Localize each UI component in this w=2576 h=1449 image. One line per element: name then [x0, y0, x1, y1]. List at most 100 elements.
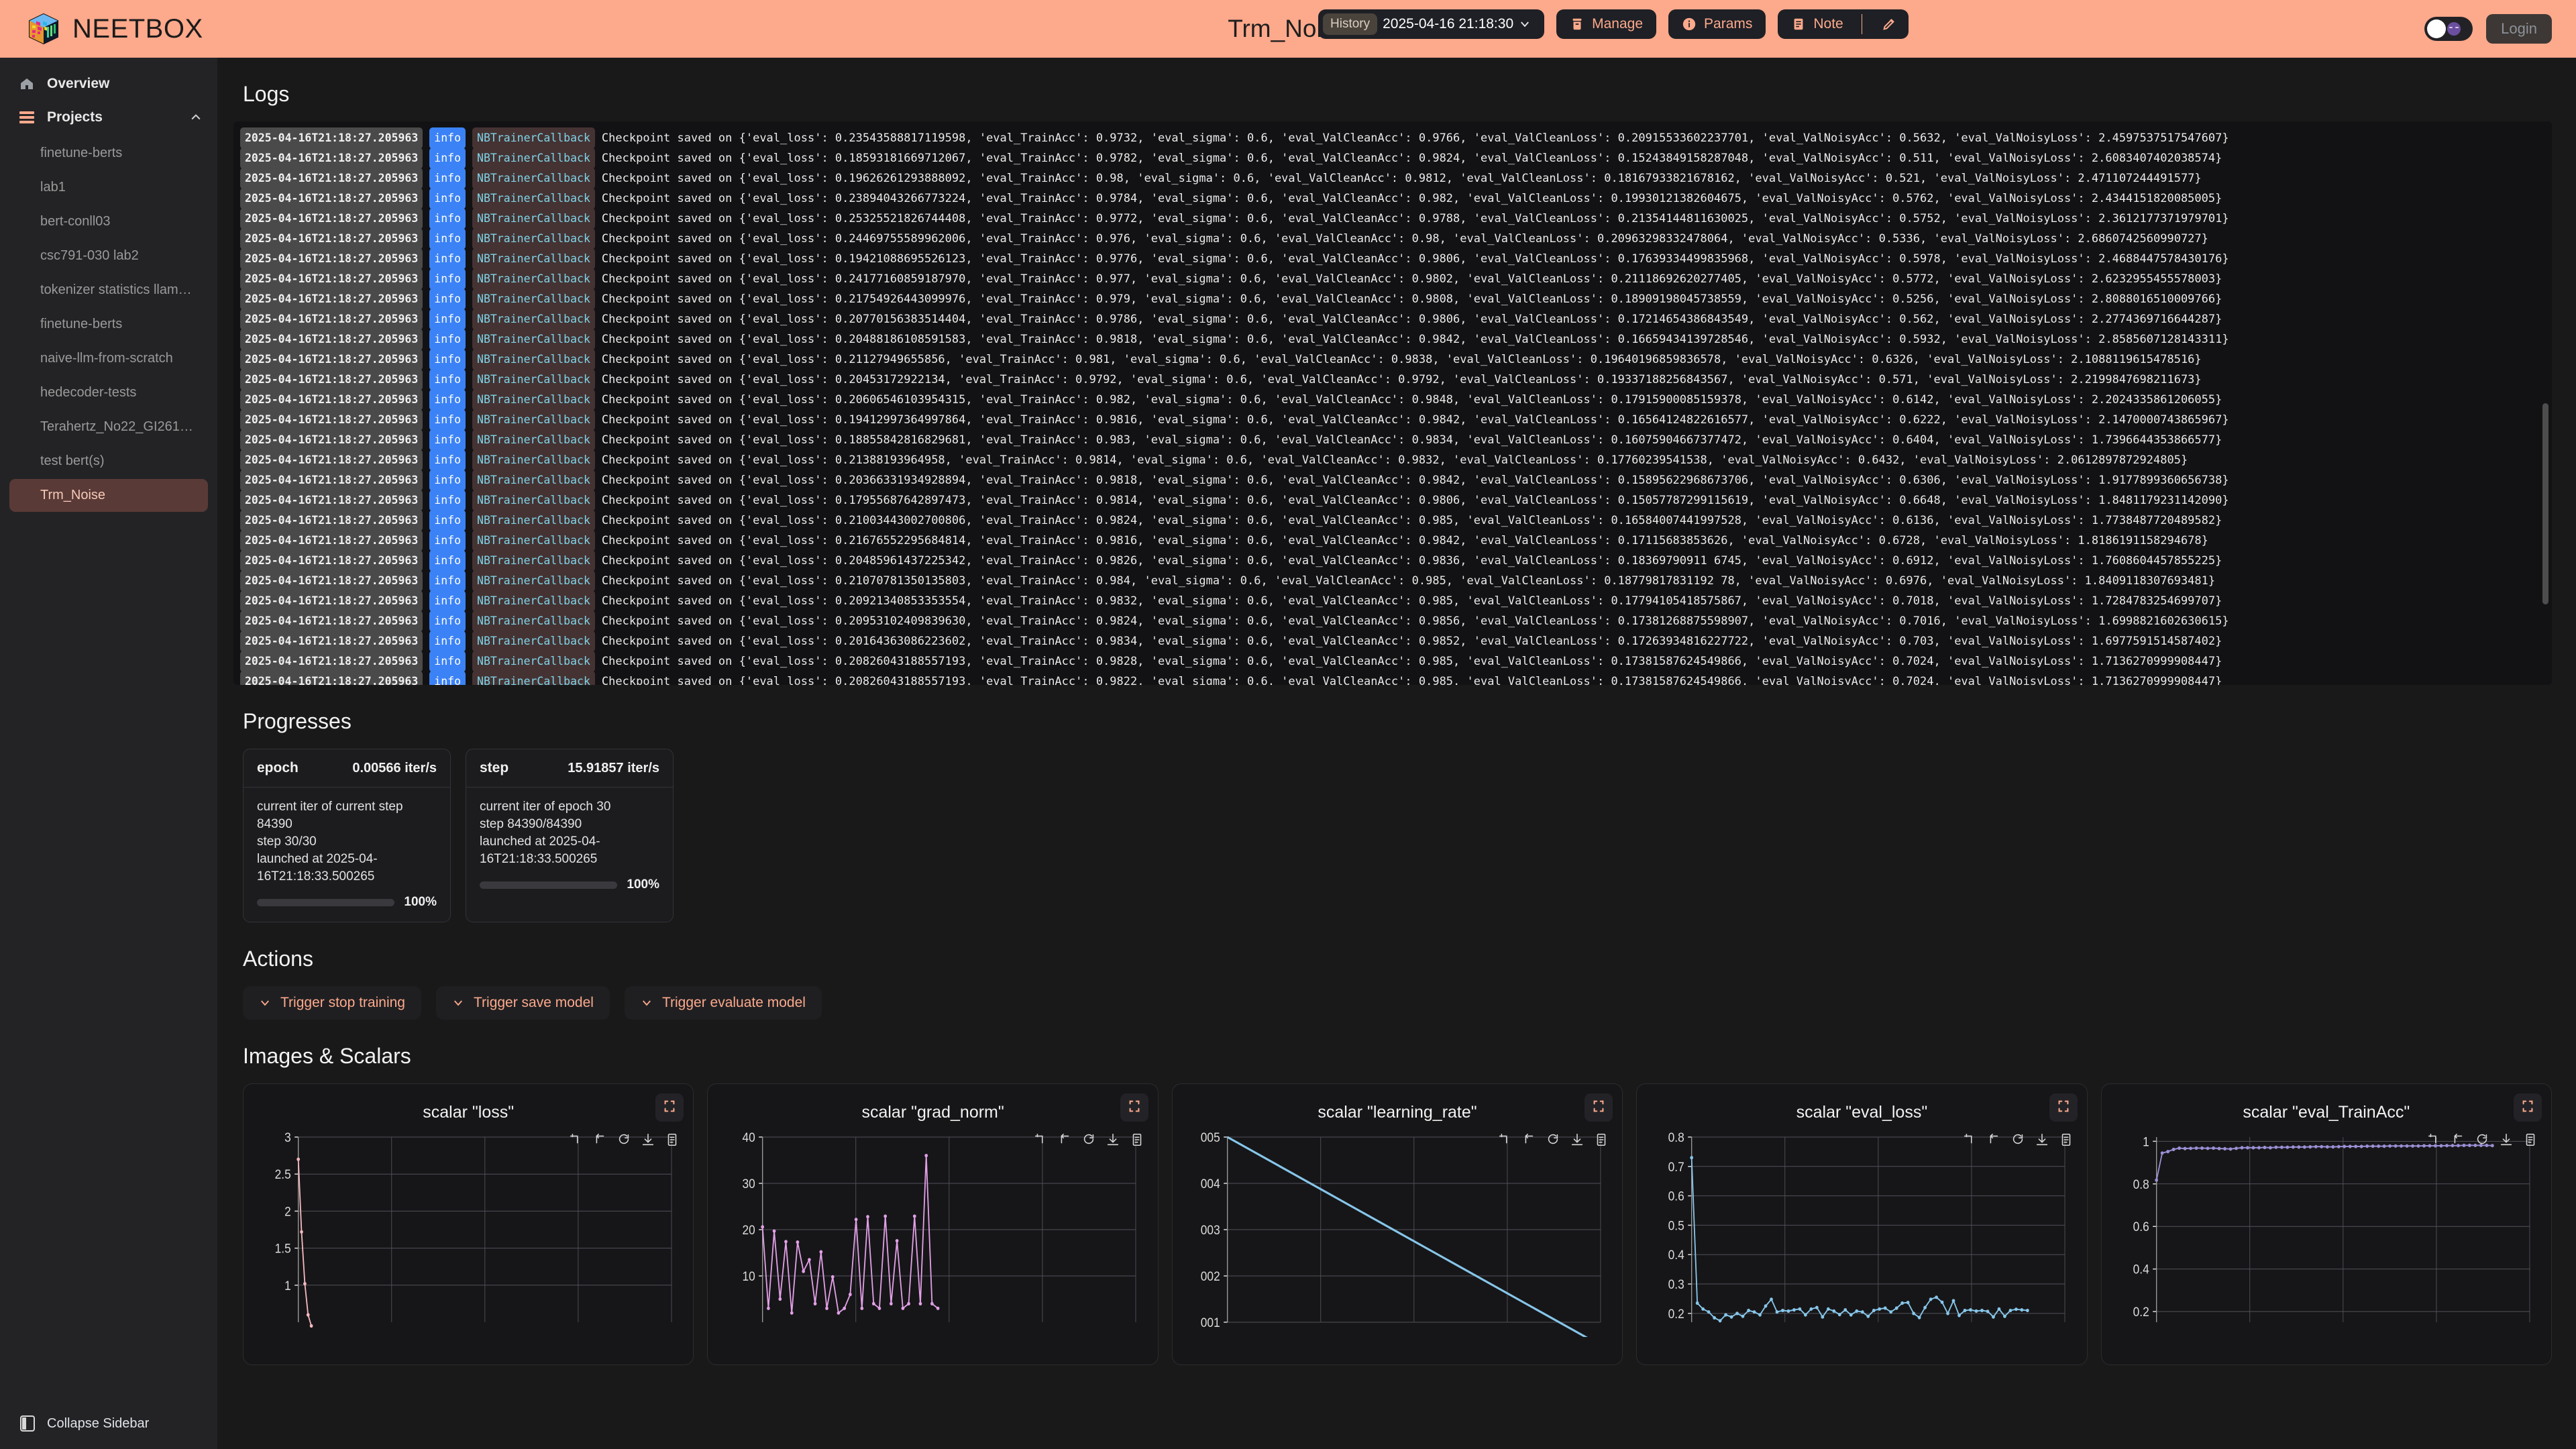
expand-chart-button[interactable] [655, 1093, 684, 1122]
download-icon[interactable] [2499, 1132, 2514, 1147]
svg-text:0.3: 0.3 [1668, 1277, 1684, 1291]
progress-percent: 100% [404, 895, 437, 909]
svg-text:0.4: 0.4 [2133, 1263, 2149, 1277]
document-icon[interactable] [2059, 1132, 2074, 1147]
history-label: History [1323, 13, 1378, 35]
log-source-tag: NBTrainerCallback [472, 127, 595, 149]
sidebar-project-item[interactable]: tokenizer statistics llama... [40, 282, 197, 297]
download-icon[interactable] [1570, 1132, 1585, 1147]
document-icon[interactable] [665, 1132, 680, 1147]
sidebar-project-item[interactable]: Terahertz_No22_GI261_gl... [40, 419, 208, 434]
theme-toggle[interactable] [2424, 17, 2473, 41]
header-controls: History 2025-04-16 21:18:30 Manage Param… [1318, 9, 1909, 39]
note-edit-button[interactable] [1870, 17, 1909, 32]
refresh-icon[interactable] [2010, 1132, 2025, 1147]
refresh-icon[interactable] [616, 1132, 631, 1147]
chart-plot[interactable]: 40 30 20 10 [718, 1129, 1146, 1337]
svg-text:004: 004 [1201, 1177, 1220, 1191]
crop-icon[interactable] [1033, 1132, 1048, 1147]
log-message: Checkpoint saved on {'eval_loss': 0.2167… [601, 534, 2208, 547]
sidebar-project-item[interactable]: finetune-berts [40, 317, 123, 331]
undo-icon[interactable] [1986, 1132, 2001, 1147]
svg-text:0.2: 0.2 [1668, 1307, 1684, 1321]
sidebar-item-projects[interactable]: Projects [0, 101, 217, 134]
action-button[interactable]: Trigger stop training [243, 986, 421, 1020]
log-source-tag: NBTrainerCallback [472, 288, 595, 310]
undo-icon[interactable] [1521, 1132, 1536, 1147]
manage-button[interactable]: Manage [1556, 9, 1657, 39]
download-icon[interactable] [641, 1132, 655, 1147]
progress-detail-line: launched at 2025-04-16T21:18:33.500265 [480, 835, 600, 866]
sidebar-project-item-active[interactable]: Trm_Noise [9, 479, 208, 512]
action-button[interactable]: Trigger save model [435, 986, 610, 1020]
log-line: 2025-04-16T21:18:27.205963 info NBTrainerC… [233, 188, 2552, 209]
progress-detail: current iter of current step 84390 step 3… [257, 798, 437, 885]
undo-icon[interactable] [1057, 1132, 1072, 1147]
svg-text:0.2: 0.2 [2133, 1305, 2149, 1319]
log-timestamp: 2025-04-16T21:18:27.205963 [240, 389, 423, 411]
log-line: 2025-04-16T21:18:27.205963 info NBTrainerC… [233, 309, 2552, 330]
manage-label: Manage [1592, 16, 1644, 32]
sidebar-project-item[interactable]: bert-conll03 [40, 214, 111, 229]
log-timestamp: 2025-04-16T21:18:27.205963 [240, 127, 423, 149]
sidebar-project-item[interactable]: hedecoder-tests [40, 385, 137, 400]
sidebar-project-item[interactable]: finetune-berts [40, 146, 123, 160]
note-button[interactable]: Note [1778, 9, 1909, 39]
expand-chart-button[interactable] [1585, 1093, 1613, 1122]
log-line: 2025-04-16T21:18:27.205963 info NBTrainerC… [233, 671, 2552, 685]
expand-chart-button[interactable] [2514, 1093, 2542, 1122]
crop-icon[interactable] [568, 1132, 583, 1147]
log-line: 2025-04-16T21:18:27.205963 info NBTrainerC… [233, 168, 2552, 189]
expand-chart-button[interactable] [2049, 1093, 2078, 1122]
log-message: Checkpoint saved on {'eval_loss': 0.2095… [601, 614, 2229, 628]
action-button[interactable]: Trigger evaluate model [624, 986, 822, 1020]
log-message: Checkpoint saved on {'eval_loss': 0.2107… [601, 574, 2216, 588]
document-icon[interactable] [1594, 1132, 1609, 1147]
log-level-badge: info [429, 490, 466, 511]
document-icon[interactable] [2523, 1132, 2538, 1147]
document-icon[interactable] [1130, 1132, 1144, 1147]
log-line: 2025-04-16T21:18:27.205963 info NBTrainerC… [233, 550, 2552, 572]
sidebar-item-overview[interactable]: Overview [0, 67, 217, 101]
chart-toolbar [1033, 1132, 1144, 1147]
expand-chart-button[interactable] [1120, 1093, 1148, 1122]
crop-icon[interactable] [2426, 1132, 2441, 1147]
crop-icon[interactable] [1962, 1132, 1977, 1147]
chart-plot[interactable]: 005 004 003 002 001 [1183, 1129, 1611, 1337]
chevron-up-icon[interactable] [189, 111, 203, 124]
log-scrollbar[interactable] [2542, 403, 2548, 604]
crop-icon[interactable] [1497, 1132, 1512, 1147]
chevron-down-icon [1519, 18, 1531, 30]
refresh-icon[interactable] [1081, 1132, 1096, 1147]
progress-card: step 15.91857 iter/s current iter of epoch… [466, 749, 674, 922]
log-line: 2025-04-16T21:18:27.205963 info NBTrainerC… [233, 570, 2552, 592]
undo-icon[interactable] [2451, 1132, 2465, 1147]
params-button[interactable]: Params [1668, 9, 1766, 39]
sidebar-project-item[interactable]: test bert(s) [40, 453, 105, 468]
chart-plot[interactable]: 3 2.5 2 1.5 1 [254, 1129, 682, 1337]
undo-icon[interactable] [592, 1132, 607, 1147]
chart-plot[interactable]: 0.8 0.7 0.6 0.5 0.4 0.3 0.2 [1648, 1129, 2076, 1337]
log-level-badge: info [429, 570, 466, 592]
log-timestamp: 2025-04-16T21:18:27.205963 [240, 570, 423, 592]
log-timestamp: 2025-04-16T21:18:27.205963 [240, 590, 423, 612]
scalar-chart-card: scalar "loss" 3 2.5 2 1.5 1 [243, 1083, 694, 1365]
refresh-icon[interactable] [2475, 1132, 2489, 1147]
pencil-icon [1882, 17, 1896, 32]
sidebar-project-item[interactable]: lab1 [40, 180, 66, 195]
svg-text:003: 003 [1201, 1223, 1220, 1237]
chart-plot[interactable]: 1 0.8 0.6 0.4 0.2 [2112, 1129, 2540, 1337]
chart-title: scalar "eval_loss" [1796, 1103, 1928, 1122]
history-dropdown[interactable]: History 2025-04-16 21:18:30 [1318, 9, 1545, 39]
log-panel[interactable]: 2025-04-16T21:18:27.205963 info NBTrainerC… [233, 121, 2552, 685]
login-button[interactable]: Login [2486, 14, 2552, 44]
download-icon[interactable] [2035, 1132, 2049, 1147]
collapse-sidebar-button[interactable]: Collapse Sidebar [0, 1398, 217, 1449]
log-level-badge: info [429, 389, 466, 411]
moon-icon [2447, 22, 2461, 36]
sidebar-project-item[interactable]: naive-llm-from-scratch [40, 351, 173, 366]
download-icon[interactable] [1106, 1132, 1120, 1147]
log-timestamp: 2025-04-16T21:18:27.205963 [240, 490, 423, 511]
refresh-icon[interactable] [1546, 1132, 1560, 1147]
sidebar-project-item[interactable]: csc791-030 lab2 [40, 248, 139, 263]
